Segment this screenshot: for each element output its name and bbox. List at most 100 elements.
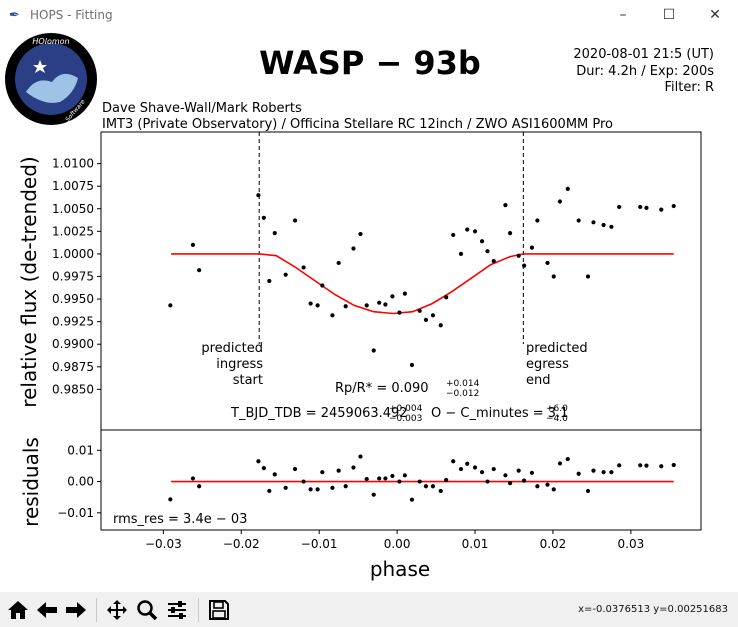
- o-minus-c-lower-error: −4.0: [546, 414, 568, 424]
- residual-data-point: [364, 476, 369, 482]
- tmid-value: T_BJD_TDB = 2459063.492: [230, 406, 408, 421]
- phase-x-tick-label: 0.03: [618, 537, 645, 551]
- residual-data-point: [576, 471, 581, 476]
- close-window-button[interactable]: ✕: [692, 0, 738, 32]
- save-figure-button[interactable]: [205, 596, 233, 624]
- flux-y-tick-label: 1.0075: [52, 179, 94, 193]
- flux-data-points: [168, 186, 676, 368]
- logo-sky: [15, 43, 87, 115]
- residual-data-point: [190, 476, 196, 481]
- residuals-y-axis-label: residuals: [19, 437, 43, 527]
- flux-data-point: [301, 265, 306, 270]
- flux-y-tick-label: 1.0025: [52, 224, 94, 238]
- flux-data-point: [535, 218, 540, 223]
- sliders-icon: [168, 601, 186, 619]
- rp-rs-value: Rp/R* = 0.090: [335, 381, 429, 396]
- ingress-label-line-3: start: [233, 373, 263, 388]
- flux-data-point: [444, 295, 449, 300]
- phase-x-tick-label: 0.00: [384, 537, 411, 551]
- minimize-button[interactable]: –: [600, 0, 646, 32]
- residual-data-point: [551, 487, 556, 492]
- setup-line: IMT3 (Private Observatory) / Officina St…: [102, 117, 613, 132]
- residual-data-point: [301, 479, 306, 484]
- flux-data-point: [671, 203, 676, 209]
- home-icon: [8, 601, 28, 619]
- flux-data-point: [377, 300, 382, 305]
- flux-y-tick-label: 0.9850: [52, 382, 94, 396]
- residual-data-point: [272, 472, 277, 477]
- flux-data-point: [283, 272, 288, 277]
- transit-model-curve: [171, 253, 674, 315]
- residuals-panel-frame: [100, 429, 702, 531]
- residual-data-point: [557, 461, 563, 466]
- fitting-figure: HOlomon Photometric Software WASP − 93b …: [5, 33, 714, 581]
- residual-data-point: [336, 468, 341, 473]
- feather-app-icon: ✒: [9, 8, 20, 23]
- window-title: HOPS - Fitting: [30, 8, 113, 22]
- flux-y-tick-label: 0.9950: [52, 292, 94, 306]
- flux-data-point: [364, 303, 369, 308]
- flux-data-point: [343, 304, 348, 309]
- residual-data-point: [423, 484, 429, 489]
- back-button[interactable]: [33, 596, 61, 624]
- phase-x-tick-label: −0.03: [145, 537, 182, 551]
- residual-data-point: [516, 468, 521, 473]
- flux-data-point: [438, 323, 443, 328]
- residuals-y-tick-label: −0.01: [57, 506, 94, 520]
- configure-subplots-button[interactable]: [163, 596, 191, 624]
- figure-canvas[interactable]: HOlomon Photometric Software WASP − 93b …: [0, 32, 738, 592]
- window-titlebar: ✒ HOPS - Fitting – ☐ ✕: [0, 0, 738, 32]
- residuals-panel: −0.01 0.00 0.01 −0.03 −0.02 −0.01 0.00 0.01 0.0…: [19, 429, 702, 581]
- flux-data-point: [190, 242, 196, 247]
- flux-data-point: [507, 231, 513, 236]
- cursor-coordinates: x=-0.0376513 y=0.00251683: [578, 604, 728, 615]
- residuals-y-tick-label: 0.00: [67, 475, 94, 489]
- residual-data-point: [397, 479, 402, 484]
- residual-data-point: [168, 497, 173, 502]
- phase-x-tick-label: 0.01: [462, 537, 489, 551]
- flux-y-tick-label: 0.9975: [52, 269, 94, 283]
- residual-data-point: [659, 464, 664, 469]
- residual-data-point: [671, 462, 676, 468]
- residual-data-point: [320, 470, 325, 475]
- residual-data-point: [358, 454, 363, 459]
- residual-data-point: [409, 497, 415, 502]
- flux-panel: 0.9850 0.9875 0.9900 0.9925 0.9950 0.9975 1.00…: [17, 131, 702, 431]
- hops-logo: HOlomon Photometric Software: [5, 33, 97, 150]
- flux-y-tick-label: 1.0050: [52, 202, 94, 216]
- flux-data-point: [465, 227, 470, 232]
- flux-data-point: [308, 301, 313, 306]
- residual-data-point: [267, 488, 272, 494]
- residual-data-point: [343, 484, 348, 489]
- residual-data-point: [451, 459, 456, 464]
- residual-data-point: [507, 481, 513, 486]
- residual-data-point: [438, 488, 443, 494]
- residual-data-point: [371, 492, 376, 497]
- residual-data-point: [617, 463, 622, 468]
- phase-x-axis-label: phase: [370, 557, 430, 581]
- toolbar-separator: [96, 598, 97, 622]
- flux-data-point: [551, 274, 556, 279]
- zoom-button[interactable]: [133, 596, 161, 624]
- home-button[interactable]: [4, 596, 32, 624]
- forward-button[interactable]: [62, 596, 90, 624]
- residual-data-point: [565, 456, 570, 462]
- residual-data-point: [503, 473, 508, 478]
- residuals-y-ticks: −0.01 0.00 0.01: [57, 443, 101, 520]
- date-line: 2020-08-01 21:5 (UT): [573, 47, 714, 62]
- residuals-x-ticks: −0.03 −0.02 −0.01 0.00 0.01 0.02 0.03: [145, 530, 644, 551]
- flux-y-tick-label: 0.9925: [52, 315, 94, 329]
- residual-data-point: [591, 468, 596, 473]
- logo-island-shape: [26, 73, 78, 103]
- maximize-button[interactable]: ☐: [646, 0, 692, 32]
- flux-data-point: [330, 313, 335, 318]
- flux-data-point: [451, 232, 456, 238]
- rms-residuals-label: rms_res = 3.4e − 03: [113, 512, 247, 527]
- residual-data-point: [472, 465, 478, 470]
- residual-data-point: [601, 470, 606, 475]
- residual-data-point: [458, 466, 464, 472]
- flux-data-point: [351, 246, 356, 251]
- flux-data-point: [472, 229, 478, 234]
- pan-button[interactable]: [103, 596, 131, 624]
- flux-data-point: [644, 205, 649, 210]
